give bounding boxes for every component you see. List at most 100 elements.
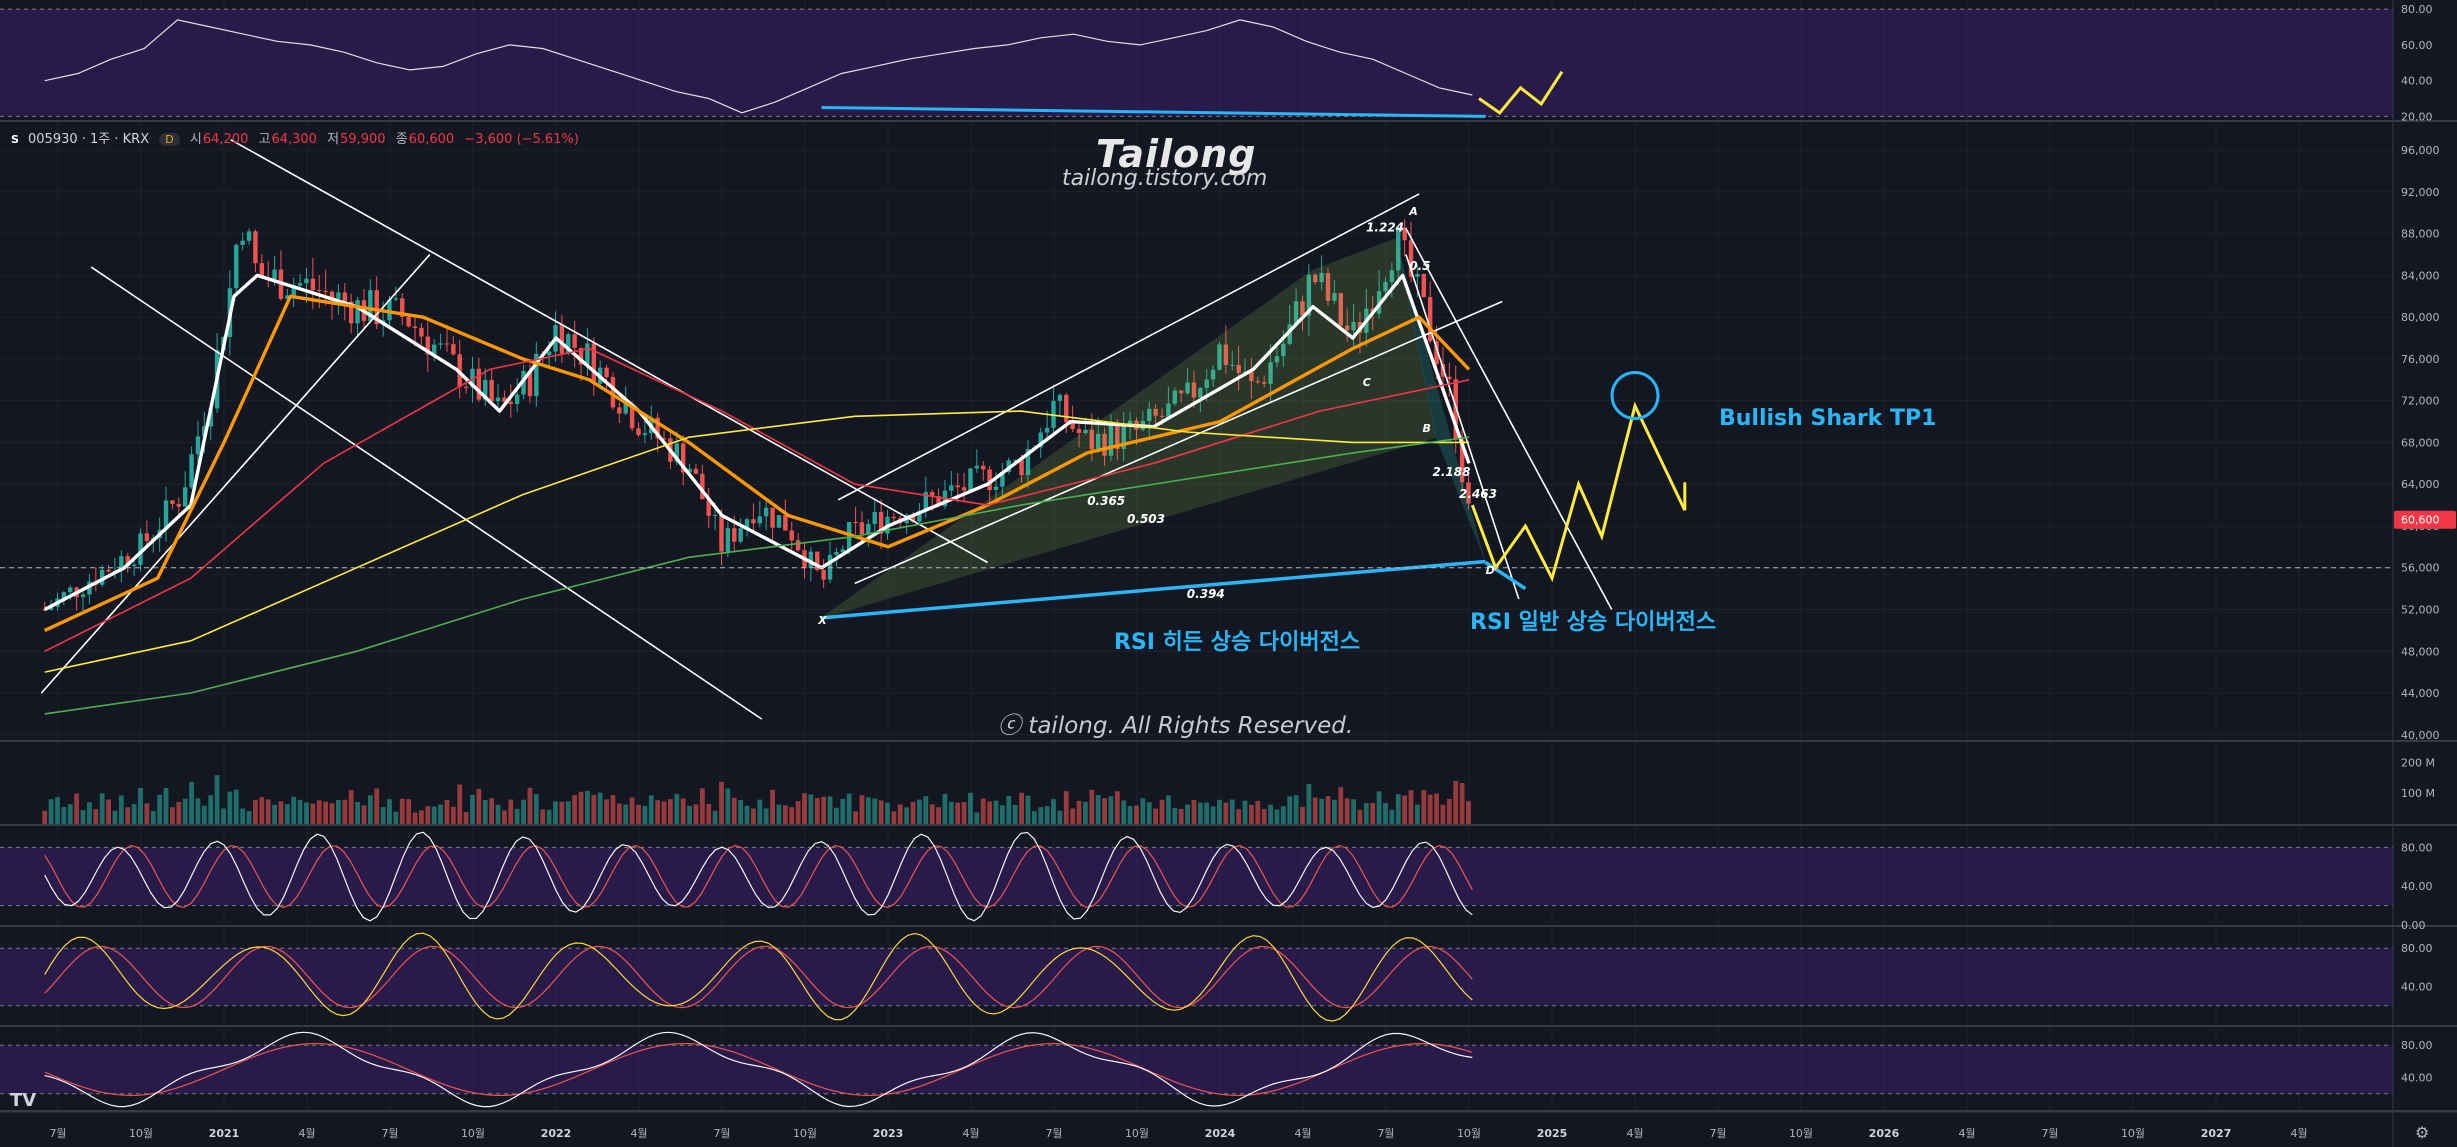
candle-body	[323, 291, 328, 293]
volume-bar	[438, 804, 443, 824]
oscillator-main-line	[44, 1031, 1473, 1108]
candle-body	[80, 594, 86, 598]
close-label: 종	[395, 132, 408, 147]
candle-body	[1178, 390, 1184, 394]
x-tick-label: 2021	[209, 1127, 240, 1140]
candle-body	[1166, 403, 1171, 417]
volume-bar	[757, 799, 763, 824]
candle-body	[1447, 376, 1452, 380]
volume-bar	[1306, 783, 1312, 824]
candle-body	[1217, 344, 1222, 370]
volume-bar	[731, 797, 737, 824]
time-axis[interactable]: 7월 10월 2021 4월 7월 10월 2022 4월 7월 10월 2023 4월 7월 10월 20…	[49, 1123, 2429, 1142]
candle-body	[240, 240, 245, 245]
volume-bar	[1236, 809, 1242, 824]
oscillator-signal-line	[44, 945, 1473, 1009]
candle-body	[495, 397, 501, 402]
symbol-legend: S 005930 · 1주 · KRX D 시64,200 고64,300 저59…	[8, 128, 585, 147]
y-tick-label: 52,000	[2401, 603, 2440, 616]
volume-bar	[208, 795, 214, 824]
candle-body	[578, 347, 584, 365]
watermark-url: tailong.tistory.com	[1062, 166, 1268, 191]
fib-ratio-label: 0.394	[1187, 587, 1225, 601]
candle-body	[636, 428, 641, 436]
annotation-rsi-regular: RSI 일반 상승 다이버전스	[1470, 610, 1717, 635]
trend-lines	[40, 138, 1613, 720]
candle-body	[508, 401, 513, 404]
trendline-channel-top	[230, 138, 988, 564]
candle-body	[610, 377, 616, 408]
candle-body	[700, 473, 705, 500]
rsi-line	[44, 19, 1473, 114]
volume-bar	[67, 804, 73, 824]
volume-bar	[1076, 800, 1082, 824]
volume-bar	[859, 795, 865, 824]
symbol-name[interactable]: 005930 · 1주 · KRX	[28, 132, 150, 147]
x-tick-label: 10월	[129, 1127, 153, 1140]
y-tick-label: 0.00	[2401, 919, 2426, 932]
y-tick-label: 40.00	[2401, 75, 2433, 88]
candle-body	[412, 326, 418, 328]
volume-bar	[776, 804, 782, 824]
candle-body	[1415, 273, 1420, 277]
candle-body	[1083, 429, 1088, 434]
candle-body	[1440, 364, 1446, 377]
volume-bar	[131, 804, 137, 824]
volume-bar	[463, 812, 469, 824]
divergence-line-main	[821, 559, 1486, 620]
fib-ratio-label: 0.5	[1409, 259, 1430, 273]
volume-bar	[917, 799, 922, 824]
volume-bar	[782, 805, 788, 824]
open-value: 64,200	[202, 132, 249, 147]
candle-body	[1210, 369, 1216, 380]
settings-gear-icon[interactable]: ⚙	[2415, 1123, 2429, 1142]
volume-bar	[910, 801, 916, 824]
volume-bar	[233, 789, 239, 824]
candle-body	[732, 528, 737, 542]
volume-bar	[885, 802, 890, 824]
tradingview-logo-icon[interactable]: TV	[10, 1090, 37, 1111]
volume-bar	[1421, 790, 1427, 824]
candle-body	[1249, 371, 1254, 382]
volume-bar	[1031, 811, 1037, 824]
volume-bar	[61, 807, 67, 824]
volume-bar	[221, 808, 226, 824]
candle-body	[1191, 382, 1197, 398]
last-price-tag	[2394, 510, 2456, 529]
volume-bar	[1312, 797, 1318, 824]
volume-bar	[118, 795, 124, 824]
volume-bar	[604, 799, 609, 824]
volume-bar	[240, 808, 246, 824]
candle-body	[693, 468, 699, 474]
target-circle	[1610, 370, 1660, 420]
x-tick-label: 7월	[1709, 1127, 1726, 1140]
volume-bar	[1415, 804, 1420, 824]
volume-bar	[1255, 800, 1261, 824]
x-tick-label: 2024	[1205, 1127, 1236, 1140]
fib-ratio-label: 0.365	[1087, 494, 1125, 508]
volume-bar	[936, 807, 941, 824]
candle-body	[1127, 420, 1133, 426]
volume-bar	[987, 801, 993, 824]
volume-bar	[1038, 807, 1044, 824]
volume-bar	[1300, 806, 1305, 824]
volume-bar	[693, 804, 699, 824]
data-source-badge[interactable]: D	[159, 133, 180, 146]
volume-bar	[297, 799, 303, 824]
x-tick-label: 4월	[1294, 1127, 1311, 1140]
oscillator-main-line	[44, 932, 1473, 1022]
candle-body	[1261, 382, 1267, 384]
price-axis[interactable]: 40,00044,00048,00052,00056,00060,00064,0…	[2394, 3, 2456, 1085]
candle-body	[234, 244, 239, 289]
y-tick-label: 80.00	[2401, 942, 2433, 955]
volume-bar	[1274, 809, 1280, 824]
fib-ratio-label: 1.224	[1366, 221, 1404, 235]
candle-body	[476, 368, 482, 400]
volume-bar	[1280, 806, 1286, 824]
candle-body	[489, 379, 494, 402]
candle-body	[451, 344, 456, 355]
volume-bar	[1006, 795, 1012, 824]
projection-path	[1470, 401, 1687, 583]
x-tick-label: 10월	[1789, 1127, 1813, 1140]
